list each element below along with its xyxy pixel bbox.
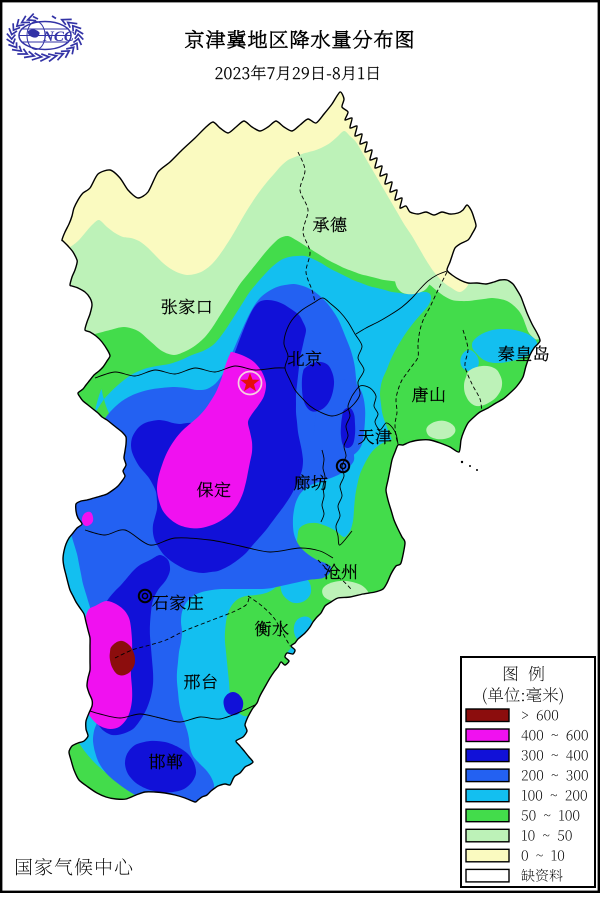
svg-text:NCC: NCC [42,29,75,45]
